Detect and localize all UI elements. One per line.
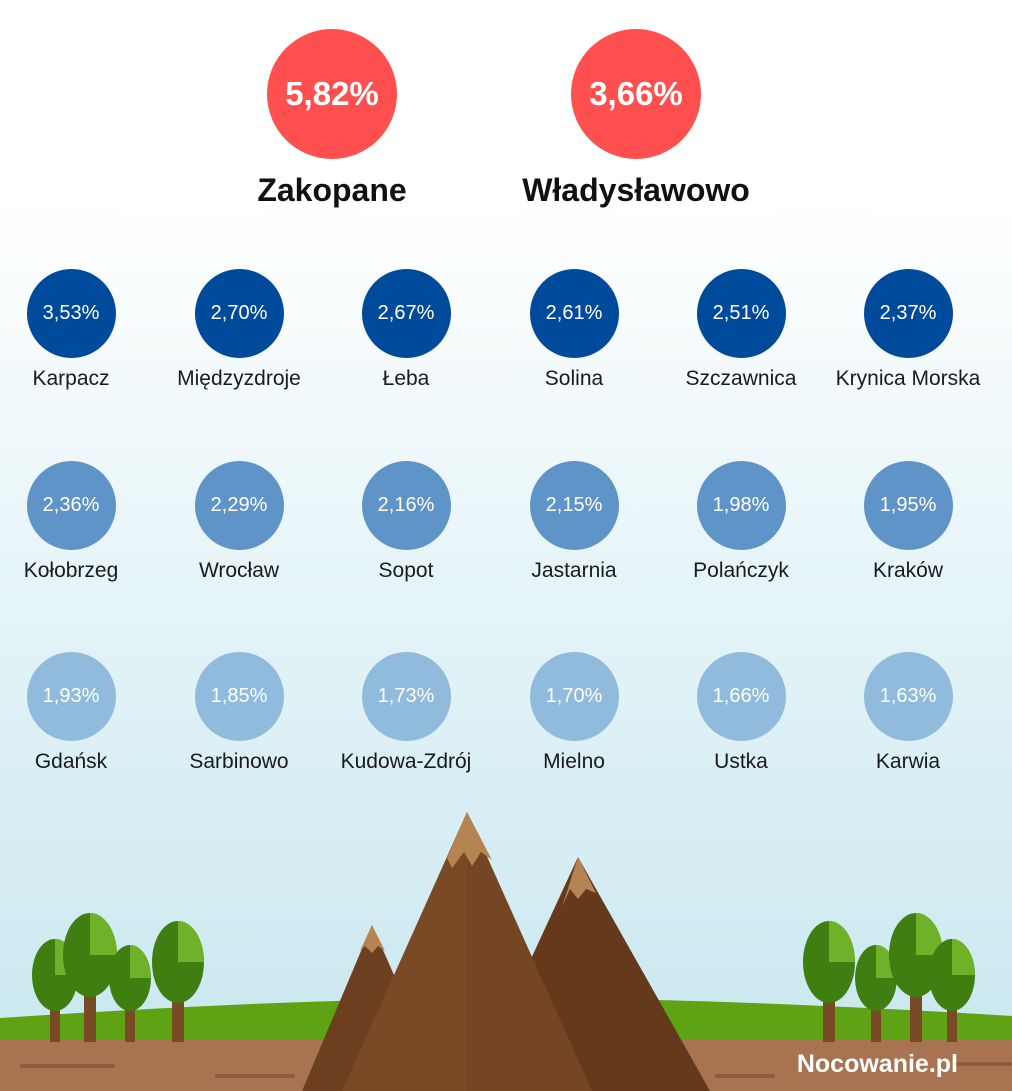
brand-logo[interactable]: Nocowanie.pl (796, 1050, 958, 1078)
city-karpacz: 3,53% Karpacz (0, 269, 155, 391)
city-karwia: 1,63% Karwia (824, 652, 992, 774)
city-name: Gdańsk (34, 750, 108, 773)
ground-line (215, 1074, 295, 1078)
city-name: Krynica Morska (835, 367, 981, 390)
city-name: Karpacz (32, 367, 110, 390)
city-ustka: 1,66% Ustka (657, 652, 825, 774)
percent-circle: 1,95% (863, 461, 953, 550)
percent-value: 1,85% (210, 685, 268, 707)
percent-value: 1,73% (377, 685, 435, 707)
percent-circle: 2,70% (194, 269, 284, 358)
top-value: 5,82% (285, 75, 379, 112)
city-name: Kołobrzeg (23, 559, 119, 582)
percent-value: 3,53% (42, 302, 100, 324)
city-polanczyk: 1,98% Polańczyk (657, 461, 825, 583)
percent-circle: 1,70% (529, 652, 619, 741)
percent-value: 1,95% (879, 494, 937, 516)
city-mielno: 1,70% Mielno (490, 652, 658, 774)
city-krakow: 1,95% Kraków (824, 461, 992, 583)
city-szczawnica: 2,51% Szczawnica (657, 269, 825, 391)
city-miedzyzdroje: 2,70% Międzyzdroje (155, 269, 323, 391)
percent-value: 1,66% (712, 685, 770, 707)
city-kudowa-zdroj: 1,73% Kudowa-Zdrój (322, 652, 490, 774)
city-name: Łeba (382, 367, 430, 390)
percent-circle: 1,93% (26, 652, 116, 741)
percent-value: 2,15% (545, 494, 603, 516)
percent-circle: 2,29% (194, 461, 284, 550)
percent-value: 2,61% (545, 302, 603, 324)
percent-circle: 2,51% (696, 269, 786, 358)
ground-line (715, 1074, 775, 1078)
city-name: Sarbinowo (189, 750, 289, 773)
top-name-zakopane: Zakopane (257, 172, 407, 208)
percent-value: 2,37% (879, 302, 937, 324)
city-name: Wrocław (198, 559, 280, 582)
city-name: Polańczyk (693, 559, 789, 582)
top-circle-zakopane: 5,82% (267, 29, 397, 159)
city-jastarnia: 2,15% Jastarnia (490, 461, 658, 583)
percent-value: 2,29% (210, 494, 268, 516)
percent-circle: 2,36% (26, 461, 116, 550)
percent-value: 2,16% (377, 494, 435, 516)
city-name: Kraków (872, 559, 944, 582)
percent-value: 1,70% (545, 685, 603, 707)
city-sarbinowo: 1,85% Sarbinowo (155, 652, 323, 774)
percent-value: 2,51% (712, 302, 770, 324)
percent-value: 1,93% (42, 685, 100, 707)
top-circle-wladyslawowo: 3,66% (571, 29, 701, 159)
percent-circle: 1,66% (696, 652, 786, 741)
city-gdansk: 1,93% Gdańsk (0, 652, 155, 774)
ground-line (955, 1062, 1012, 1066)
city-krynica-morska: 2,37% Krynica Morska (824, 269, 992, 391)
percent-circle: 2,16% (361, 461, 451, 550)
ground-line (20, 1064, 115, 1068)
percent-circle: 2,67% (361, 269, 451, 358)
percent-value: 2,36% (42, 494, 100, 516)
top-name-wladyslawowo: Władysławowo (522, 172, 750, 208)
percent-circle: 2,15% (529, 461, 619, 550)
trees-left (32, 913, 204, 1042)
mountain-small-cap (360, 925, 385, 953)
percent-value: 1,98% (712, 494, 770, 516)
city-name: Mielno (543, 750, 605, 773)
percent-circle: 1,63% (863, 652, 953, 741)
percent-circle: 3,53% (26, 269, 116, 358)
percent-circle: 2,61% (529, 269, 619, 358)
city-wroclaw: 2,29% Wrocław (155, 461, 323, 583)
percent-value: 2,70% (210, 302, 268, 324)
city-name: Karwia (875, 750, 941, 773)
mountain-main-cap (447, 812, 492, 868)
percent-circle: 1,73% (361, 652, 451, 741)
city-name: Kudowa-Zdrój (340, 750, 472, 773)
city-solina: 2,61% Solina (490, 269, 658, 391)
city-kolobrzeg: 2,36% Kołobrzeg (0, 461, 155, 583)
percent-value: 2,67% (377, 302, 435, 324)
city-sopot: 2,16% Sopot (322, 461, 490, 583)
landscape-illustration (0, 812, 1012, 1091)
percent-circle: 1,85% (194, 652, 284, 741)
city-name: Sopot (378, 559, 434, 582)
top-value: 3,66% (589, 75, 683, 112)
percent-value: 1,63% (879, 685, 937, 707)
mountain-right-cap (562, 857, 596, 907)
city-leba: 2,67% Łeba (322, 269, 490, 391)
percent-circle: 1,98% (696, 461, 786, 550)
city-name: Solina (544, 367, 604, 390)
city-name: Ustka (714, 750, 768, 773)
city-name: Jastarnia (531, 559, 617, 582)
city-name: Szczawnica (685, 367, 797, 390)
trees-right (803, 913, 975, 1042)
mountain-main-shade (467, 812, 592, 1091)
city-name: Międzyzdroje (177, 367, 301, 390)
percent-circle: 2,37% (863, 269, 953, 358)
